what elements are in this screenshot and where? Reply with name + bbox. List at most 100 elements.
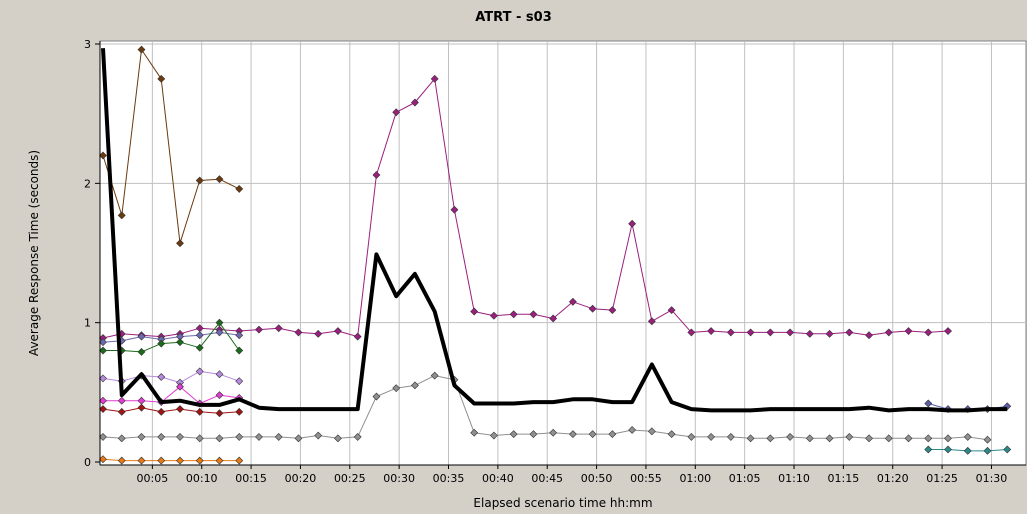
data-point [235, 346, 244, 355]
data-point [157, 407, 166, 416]
data-point [274, 432, 283, 441]
data-point [489, 431, 498, 440]
x-tick-label: 00:05 [137, 472, 169, 485]
data-point [372, 171, 381, 179]
data-point [137, 432, 146, 441]
data-point [117, 211, 126, 220]
data-point [865, 331, 873, 340]
data-point [608, 306, 617, 315]
data-point [137, 456, 146, 465]
data-point [195, 176, 204, 185]
data-point [647, 427, 656, 436]
data-point [983, 446, 992, 455]
data-point [667, 430, 676, 439]
data-point [766, 434, 775, 443]
data-point [588, 304, 597, 313]
x-axis-label: Elapsed scenario time hh:mm [473, 496, 652, 510]
series-3 [99, 328, 244, 347]
x-tick-label: 01:25 [926, 472, 958, 485]
data-point [470, 428, 479, 437]
x-tick-label: 00:35 [433, 472, 465, 485]
data-point [904, 434, 913, 443]
data-point [99, 396, 107, 405]
data-point [195, 331, 204, 340]
data-point [568, 430, 577, 439]
data-point [687, 328, 696, 337]
data-point [195, 367, 204, 376]
data-point [667, 306, 676, 315]
data-point [608, 430, 617, 439]
data-point [549, 314, 558, 323]
data-point [529, 310, 538, 319]
data-point [884, 328, 893, 337]
data-point [215, 434, 224, 443]
data-point [176, 239, 184, 248]
data-point [215, 391, 224, 400]
data-point [825, 329, 834, 338]
data-point [766, 328, 775, 337]
data-point [884, 434, 893, 443]
data-point [430, 74, 439, 83]
chart-title: ATRT - s03 [475, 10, 552, 25]
data-point [509, 430, 518, 439]
data-point [176, 432, 184, 441]
data-point [157, 432, 166, 441]
data-point [825, 434, 834, 443]
data-point [176, 456, 184, 465]
data-point [786, 328, 794, 337]
data-point [195, 407, 204, 416]
data-point [470, 307, 479, 316]
data-point [157, 373, 166, 381]
data-point [411, 98, 419, 107]
data-point [157, 339, 166, 348]
data-point [99, 338, 107, 347]
data-point [137, 45, 146, 54]
x-tick-label: 00:40 [482, 472, 514, 485]
data-point [235, 456, 244, 465]
data-point [904, 327, 913, 335]
y-tick-label: 1 [84, 317, 91, 330]
data-point [235, 331, 244, 340]
data-point [117, 407, 126, 416]
y-tick-label: 0 [84, 456, 91, 469]
data-point [195, 343, 204, 352]
x-tick-label: 01:30 [976, 472, 1008, 485]
data-point [334, 434, 342, 443]
data-point [334, 327, 342, 335]
series-1 [99, 45, 244, 248]
data-point [707, 432, 716, 441]
data-point [865, 434, 873, 443]
data-point [924, 445, 933, 454]
data-point [726, 328, 735, 337]
axes: 00:05 00:10 00:15 00:20 00:25 00:30 00:35 00:40… [84, 38, 1026, 485]
x-tick-label: 00:50 [581, 472, 613, 485]
x-tick-label: 01:05 [729, 472, 761, 485]
data-point [963, 446, 972, 455]
series-line [102, 375, 988, 441]
data-point [235, 432, 244, 441]
x-tick-label: 01:10 [778, 472, 810, 485]
data-point [195, 456, 204, 465]
data-point [1003, 445, 1012, 454]
data-point [805, 329, 814, 338]
data-point [99, 151, 107, 160]
data-point [176, 338, 184, 347]
series-layer [99, 45, 1012, 465]
data-point [157, 456, 166, 465]
data-point [176, 382, 184, 391]
series-12 [101, 48, 1008, 413]
series-7 [99, 403, 244, 418]
x-tick-label: 00:25 [334, 472, 366, 485]
x-tick-label: 00:45 [531, 472, 563, 485]
data-point [274, 324, 283, 333]
data-point [983, 435, 992, 444]
x-tick-label: 00:30 [383, 472, 415, 485]
data-point [549, 428, 558, 437]
data-point [235, 184, 244, 193]
data-point [372, 392, 381, 401]
data-point [963, 432, 972, 441]
data-point [215, 328, 224, 337]
data-point [746, 328, 755, 337]
